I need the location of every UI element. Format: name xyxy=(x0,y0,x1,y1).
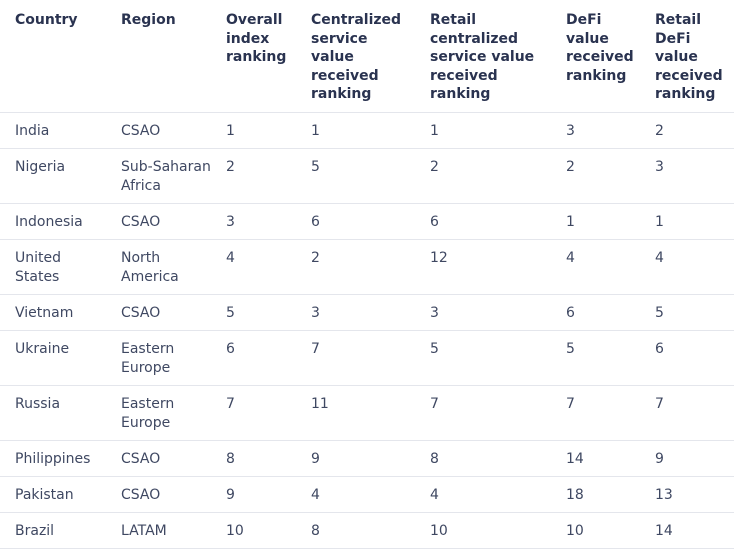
cell-centralized-service: 5 xyxy=(296,147,415,203)
cell-region: CSAO xyxy=(106,111,211,148)
table-row: Pakistan CSAO 9 4 4 18 13 xyxy=(0,475,734,512)
cell-region: Sub-Saharan Africa xyxy=(106,147,211,203)
table-row: Russia Eastern Europe 7 11 7 7 7 xyxy=(0,384,734,440)
cell-region: CSAO xyxy=(106,475,211,512)
table-row: India CSAO 1 1 1 3 2 xyxy=(0,111,734,148)
cell-retail-defi: 7 xyxy=(640,384,734,440)
cell-region: CSAO xyxy=(106,439,211,476)
cell-overall-index: 7 xyxy=(211,384,296,440)
cell-retail-defi: 4 xyxy=(640,238,734,294)
table-row: Vietnam CSAO 5 3 3 6 5 xyxy=(0,293,734,330)
cell-retail-centralized-service: 7 xyxy=(415,384,551,440)
header-overall-index-ranking: Overall index ranking xyxy=(226,12,287,65)
cell-region: CSAO xyxy=(106,202,211,239)
cell-retail-centralized-service: 6 xyxy=(415,202,551,239)
cell-defi: 2 xyxy=(551,147,640,203)
cell-overall-index: 5 xyxy=(211,293,296,330)
cell-overall-index: 9 xyxy=(211,475,296,512)
cell-defi: 5 xyxy=(551,329,640,385)
cell-centralized-service: 4 xyxy=(296,475,415,512)
cell-overall-index: 8 xyxy=(211,439,296,476)
cell-retail-defi: 6 xyxy=(640,329,734,385)
cell-country: Pakistan xyxy=(0,475,106,512)
header-row: Country Region Overall index ranking Cen… xyxy=(0,0,734,112)
cell-region: LATAM xyxy=(106,511,211,549)
table-row: Nigeria Sub-Saharan Africa 2 5 2 2 3 xyxy=(0,147,734,203)
table-body: India CSAO 1 1 1 3 2 Nigeria Sub-Saharan Africa 2… xyxy=(0,111,734,549)
cell-retail-centralized-service: 4 xyxy=(415,475,551,512)
cell-retail-centralized-service: 2 xyxy=(415,147,551,203)
cell-centralized-service: 3 xyxy=(296,293,415,330)
table-row: Ukraine Eastern Europe 6 7 5 5 6 xyxy=(0,329,734,385)
cell-overall-index: 6 xyxy=(211,329,296,385)
cell-centralized-service: 7 xyxy=(296,329,415,385)
table-row: Philippines CSAO 8 9 8 14 9 xyxy=(0,439,734,476)
cell-defi: 1 xyxy=(551,202,640,239)
cell-region: Eastern Europe xyxy=(106,384,211,440)
cell-defi: 4 xyxy=(551,238,640,294)
cell-country: Vietnam xyxy=(0,293,106,330)
cell-centralized-service: 6 xyxy=(296,202,415,239)
cell-retail-defi: 13 xyxy=(640,475,734,512)
cell-centralized-service: 1 xyxy=(296,111,415,148)
cell-region: CSAO xyxy=(106,293,211,330)
cell-defi: 18 xyxy=(551,475,640,512)
cell-defi: 6 xyxy=(551,293,640,330)
cell-defi: 14 xyxy=(551,439,640,476)
cell-retail-centralized-service: 12 xyxy=(415,238,551,294)
header-country: Country xyxy=(15,12,78,28)
cell-retail-centralized-service: 5 xyxy=(415,329,551,385)
cell-centralized-service: 9 xyxy=(296,439,415,476)
cell-region: North America xyxy=(106,238,211,294)
cell-retail-defi: 1 xyxy=(640,202,734,239)
cell-retail-centralized-service: 1 xyxy=(415,111,551,148)
cell-country: United States xyxy=(0,238,106,294)
cell-country: Indonesia xyxy=(0,202,106,239)
cell-defi: 7 xyxy=(551,384,640,440)
cell-overall-index: 1 xyxy=(211,111,296,148)
cell-retail-centralized-service: 8 xyxy=(415,439,551,476)
cell-country: Russia xyxy=(0,384,106,440)
cell-retail-centralized-service: 3 xyxy=(415,293,551,330)
cell-retail-defi: 2 xyxy=(640,111,734,148)
cell-defi: 10 xyxy=(551,511,640,549)
cell-centralized-service: 8 xyxy=(296,511,415,549)
cell-country: Philippines xyxy=(0,439,106,476)
cell-retail-defi: 3 xyxy=(640,147,734,203)
table-row: Indonesia CSAO 3 6 6 1 1 xyxy=(0,202,734,239)
cell-country: India xyxy=(0,111,106,148)
header-defi-ranking: DeFi value received ranking xyxy=(566,12,634,84)
cell-retail-defi: 9 xyxy=(640,439,734,476)
cell-retail-defi: 5 xyxy=(640,293,734,330)
table-row: United States North America 4 2 12 4 4 xyxy=(0,238,734,294)
cell-country: Nigeria xyxy=(0,147,106,203)
table-row: Brazil LATAM 10 8 10 10 14 xyxy=(0,511,734,549)
cell-region: Eastern Europe xyxy=(106,329,211,385)
table-header: Country Region Overall index ranking Cen… xyxy=(0,0,734,112)
cell-overall-index: 3 xyxy=(211,202,296,239)
header-retail-defi-ranking: Retail DeFi value received ranking xyxy=(655,12,723,102)
cell-retail-centralized-service: 10 xyxy=(415,511,551,549)
cell-overall-index: 4 xyxy=(211,238,296,294)
cell-overall-index: 10 xyxy=(211,511,296,549)
cell-retail-defi: 14 xyxy=(640,511,734,549)
header-centralized-service-ranking: Centralized service value received ranki… xyxy=(311,12,402,102)
cell-country: Brazil xyxy=(0,511,106,549)
cell-centralized-service: 11 xyxy=(296,384,415,440)
cell-country: Ukraine xyxy=(0,329,106,385)
cell-centralized-service: 2 xyxy=(296,238,415,294)
header-retail-centralized-service-ranking: Retail centralized service value receive… xyxy=(430,12,535,102)
header-region: Region xyxy=(121,12,176,28)
cell-overall-index: 2 xyxy=(211,147,296,203)
cell-defi: 3 xyxy=(551,111,640,148)
